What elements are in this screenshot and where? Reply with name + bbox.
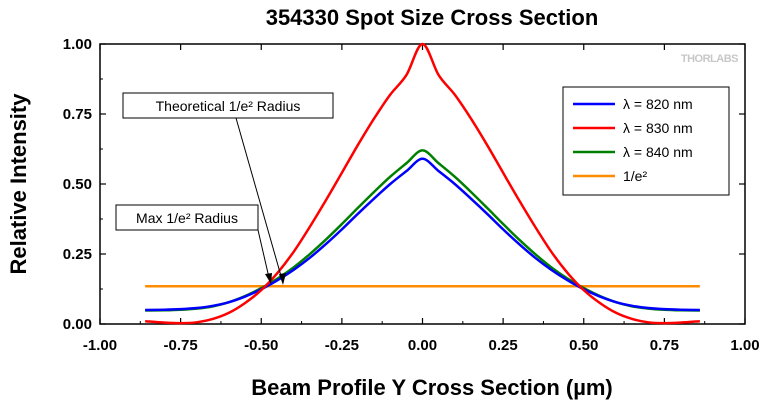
thorlabs-logo: THORLABS: [681, 53, 738, 65]
legend-entry-label: λ = 840 nm: [623, 144, 693, 160]
y-tick-label: 1.00: [63, 36, 92, 53]
x-axis-ticks: -1.00 -0.75 -0.50 -0.25 0.00 0.25 0.50 0.75 1.00: [83, 44, 760, 354]
annotation-theoretical-arrow: [235, 117, 284, 284]
x-tick-label: 0.50: [569, 337, 598, 354]
x-tick-label: 0.00: [408, 337, 437, 354]
y-tick-label: 0.75: [63, 106, 92, 123]
x-tick-label: -0.75: [164, 337, 198, 354]
annotation-theoretical-label: Theoretical 1/e² Radius: [156, 98, 301, 114]
x-tick-label: -0.25: [325, 337, 359, 354]
annotation-theoretical-arrowhead: [279, 273, 286, 285]
legend-entry-label: λ = 830 nm: [623, 120, 693, 136]
annotation-theoretical: Theoretical 1/e² Radius: [122, 92, 334, 285]
y-axis-ticks: 0.00 0.25 0.50 0.75 1.00: [63, 36, 745, 333]
annotation-max-label: Max 1/e² Radius: [136, 210, 238, 226]
y-tick-label: 0.50: [63, 176, 92, 193]
annotation-max: Max 1/e² Radius: [115, 204, 272, 284]
x-axis-label: Beam Profile Y Cross Section (µm): [251, 375, 613, 400]
x-tick-label: 0.75: [650, 337, 679, 354]
y-tick-label: 0.00: [63, 316, 92, 333]
annotation-max-arrow: [257, 229, 271, 283]
x-tick-label: 0.25: [489, 337, 518, 354]
series-lines: [145, 42, 700, 325]
legend: λ = 820 nm λ = 830 nm λ = 840 nm 1/e²: [562, 86, 730, 196]
legend-entry-label: 1/e²: [623, 168, 647, 184]
annotation-max-box: [115, 204, 259, 231]
series-line-820-nm: [145, 157, 700, 312]
y-tick-label: 0.25: [63, 246, 92, 263]
x-tick-label: -1.00: [83, 337, 117, 354]
annotation-max-arrowhead: [265, 273, 272, 284]
legend-entry-label: λ = 820 nm: [623, 96, 693, 112]
x-tick-label: -0.50: [244, 337, 278, 354]
series-line-830-nm: [145, 42, 700, 325]
x-tick-label: 1.00: [730, 337, 759, 354]
y-axis-label: Relative Intensity: [6, 93, 31, 275]
annotation-theoretical-box: [122, 92, 334, 119]
chart-title: 354330 Spot Size Cross Section: [266, 5, 599, 30]
